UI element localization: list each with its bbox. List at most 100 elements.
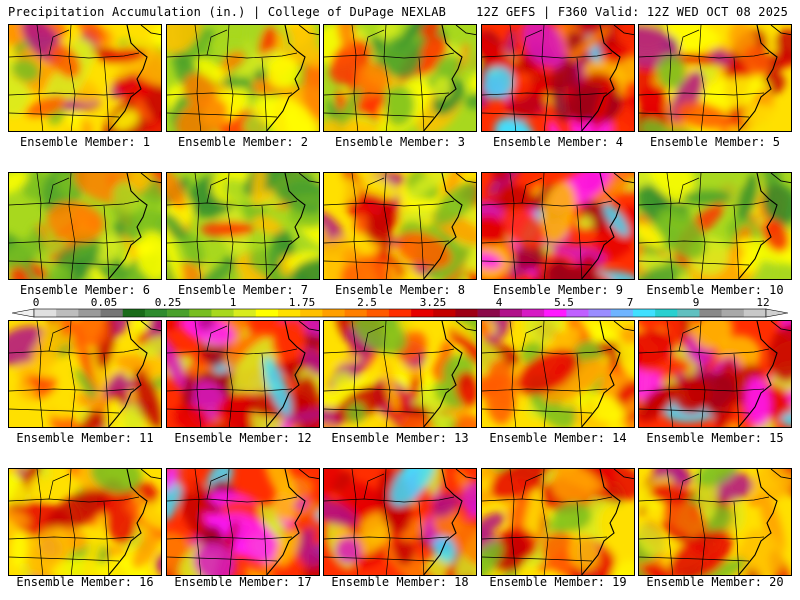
state-borders <box>167 469 298 575</box>
ensemble-panel-6 <box>8 172 162 280</box>
precip-map <box>482 469 634 575</box>
colorbar-tick-label: 1 <box>229 296 237 309</box>
ensemble-member-label: Ensemble Member: 1 <box>19 135 151 149</box>
state-borders <box>482 321 613 427</box>
colorbar-tick-label: 0.25 <box>154 296 182 309</box>
coastline <box>580 469 621 575</box>
precip-map <box>324 25 476 131</box>
state-borders <box>9 469 140 575</box>
precip-map <box>639 25 791 131</box>
precip-map <box>167 469 319 575</box>
ensemble-member-label: Ensemble Member: 7 <box>177 283 309 297</box>
ensemble-member-label: Ensemble Member: 13 <box>331 431 469 445</box>
coastline <box>737 321 778 427</box>
coastline <box>422 25 463 131</box>
ensemble-panel-15 <box>638 320 792 428</box>
ensemble-panel-10 <box>638 172 792 280</box>
coastline <box>737 25 778 131</box>
state-borders <box>9 25 140 131</box>
colorbar-tick-label: 2.5 <box>357 296 377 309</box>
coastline <box>107 469 148 575</box>
coastline <box>107 321 148 427</box>
coastline <box>422 469 463 575</box>
state-borders <box>167 25 298 131</box>
ensemble-panel-19 <box>481 468 635 576</box>
ensemble-member-label: Ensemble Member: 10 <box>646 283 784 297</box>
ensemble-member-label: Ensemble Member: 17 <box>174 575 312 589</box>
ensemble-member-label: Ensemble Member: 9 <box>492 283 624 297</box>
ensemble-panel-14 <box>481 320 635 428</box>
state-borders <box>639 469 770 575</box>
colorbar-tick-label: 3.25 <box>419 296 447 309</box>
ensemble-member-label: Ensemble Member: 19 <box>489 575 627 589</box>
coastline <box>580 25 621 131</box>
precip-map <box>482 173 634 279</box>
ensemble-member-label: Ensemble Member: 11 <box>16 431 154 445</box>
ensemble-panel-11 <box>8 320 162 428</box>
ensemble-member-label: Ensemble Member: 6 <box>19 283 151 297</box>
ensemble-panel-3 <box>323 24 477 132</box>
precip-map <box>9 469 161 575</box>
precip-map <box>639 173 791 279</box>
ensemble-panel-18 <box>323 468 477 576</box>
ensemble-member-label: Ensemble Member: 5 <box>649 135 781 149</box>
precip-map <box>324 469 476 575</box>
state-borders <box>167 321 298 427</box>
state-borders <box>167 173 298 279</box>
ensemble-member-label: Ensemble Member: 12 <box>174 431 312 445</box>
colorbar-tick-label: 5.5 <box>554 296 574 309</box>
coastline <box>265 321 306 427</box>
coastline <box>107 173 148 279</box>
ensemble-member-label: Ensemble Member: 20 <box>646 575 784 589</box>
state-borders <box>324 321 455 427</box>
precip-map <box>482 25 634 131</box>
map-title: Precipitation Accumulation (in.) | Colle… <box>8 5 447 19</box>
precip-map <box>167 173 319 279</box>
state-borders <box>639 321 770 427</box>
colorbar-tick-label: 1.75 <box>288 296 316 309</box>
ensemble-panel-7 <box>166 172 320 280</box>
precip-map <box>324 321 476 427</box>
ensemble-panel-12 <box>166 320 320 428</box>
precip-map <box>167 321 319 427</box>
precip-map <box>9 173 161 279</box>
state-borders <box>9 321 140 427</box>
ensemble-member-label: Ensemble Member: 14 <box>489 431 627 445</box>
ensemble-member-label: Ensemble Member: 16 <box>16 575 154 589</box>
state-borders <box>324 469 455 575</box>
colorbar-tick-label: 0.05 <box>90 296 118 309</box>
coastline <box>107 25 148 131</box>
state-borders <box>9 173 140 279</box>
coastline <box>580 321 621 427</box>
state-borders <box>482 469 613 575</box>
coastline <box>265 469 306 575</box>
ensemble-panel-16 <box>8 468 162 576</box>
ensemble-panel-4 <box>481 24 635 132</box>
colorbar <box>12 308 788 318</box>
coastline <box>737 173 778 279</box>
precip-map <box>639 321 791 427</box>
state-borders <box>324 25 455 131</box>
ensemble-member-label: Ensemble Member: 18 <box>331 575 469 589</box>
state-borders <box>482 25 613 131</box>
ensemble-panel-5 <box>638 24 792 132</box>
coastline <box>265 173 306 279</box>
coastline <box>737 469 778 575</box>
ensemble-panel-20 <box>638 468 792 576</box>
coastline <box>422 173 463 279</box>
ensemble-panel-17 <box>166 468 320 576</box>
ensemble-member-label: Ensemble Member: 3 <box>334 135 466 149</box>
coastline <box>580 173 621 279</box>
state-borders <box>482 173 613 279</box>
model-valid-time: 12Z GEFS | F360 Valid: 12Z WED OCT 08 20… <box>476 5 788 19</box>
colorbar-tick-label: 9 <box>692 296 700 309</box>
precip-map <box>9 321 161 427</box>
ensemble-member-label: Ensemble Member: 4 <box>492 135 624 149</box>
colorbar-tick-label: 0 <box>32 296 40 309</box>
ensemble-panel-1 <box>8 24 162 132</box>
state-borders <box>639 173 770 279</box>
precip-map <box>324 173 476 279</box>
coastline <box>265 25 306 131</box>
ensemble-member-label: Ensemble Member: 15 <box>646 431 784 445</box>
precip-map <box>167 25 319 131</box>
